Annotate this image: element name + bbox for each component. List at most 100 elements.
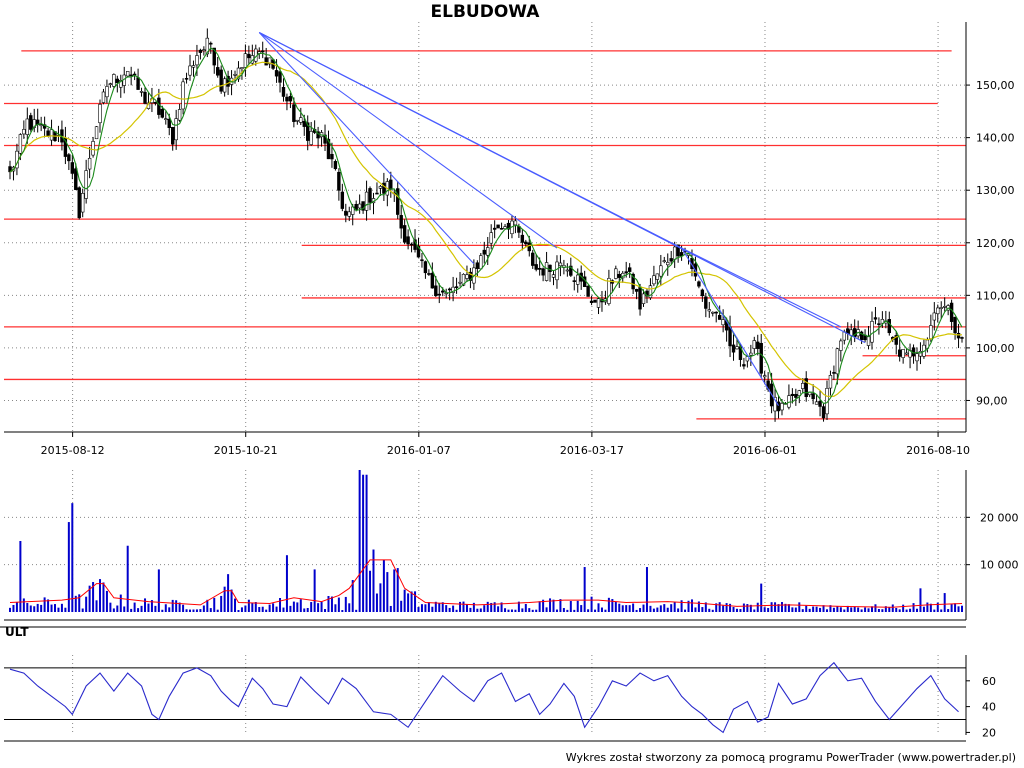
volume-bar: [126, 545, 129, 612]
candle: [666, 262, 670, 266]
volume-bar: [362, 474, 365, 612]
candle: [742, 364, 746, 367]
candle: [804, 378, 808, 397]
candle: [115, 78, 120, 83]
candle: [157, 97, 161, 115]
candle: [496, 224, 500, 229]
volume-bar: [922, 606, 925, 612]
candle: [184, 78, 189, 80]
trendline: [681, 247, 779, 407]
volume-bar: [912, 603, 915, 612]
volume-bar: [673, 602, 676, 612]
candle: [267, 57, 272, 65]
volume-bar: [33, 606, 36, 612]
y-tick-label: 110,00: [976, 289, 1015, 302]
candle: [191, 65, 196, 68]
candle: [929, 325, 933, 339]
volume-bar: [150, 600, 153, 612]
volume-bar: [961, 605, 963, 612]
candle: [731, 344, 736, 353]
volume-bar: [805, 605, 808, 612]
volume-bar: [562, 608, 565, 612]
candle: [721, 319, 725, 326]
volume-bar: [313, 569, 316, 612]
volume-bar: [223, 586, 226, 612]
candle: [330, 154, 334, 160]
volume-bar: [642, 604, 645, 612]
volume-bar: [774, 602, 777, 612]
volume-bar: [43, 597, 46, 612]
candle: [306, 122, 310, 141]
volume-bar: [26, 602, 29, 612]
volume-bar: [933, 609, 936, 612]
candle: [572, 280, 576, 282]
candle: [437, 293, 441, 296]
volume-bar: [209, 608, 212, 612]
volume-bar: [652, 608, 655, 612]
volume-bar: [161, 609, 164, 612]
volume-bar: [261, 606, 264, 612]
footer-credit: Wykres został stworzony za pomocą progra…: [565, 751, 1016, 764]
candle: [375, 192, 379, 195]
volume-bar: [521, 608, 524, 612]
volume-bar: [504, 608, 507, 612]
candle: [780, 403, 784, 411]
volume-bar: [528, 608, 531, 612]
volume-bar: [915, 608, 918, 612]
candle: [281, 86, 286, 97]
candle: [302, 121, 306, 127]
volume-bar: [282, 607, 285, 612]
volume-bar: [240, 607, 243, 612]
y-tick-label: 90,00: [976, 394, 1008, 407]
volume-bar: [296, 602, 299, 612]
volume-bar: [431, 606, 434, 612]
trendline: [258, 32, 475, 265]
candle: [655, 273, 660, 280]
volume-bar: [206, 599, 209, 612]
candle: [247, 53, 251, 59]
volume-bar: [663, 604, 666, 612]
volume-bar: [154, 605, 157, 612]
volume-bar: [767, 607, 770, 612]
volume-bar: [147, 603, 150, 612]
candle: [461, 273, 466, 286]
volume-bar: [846, 605, 849, 612]
volume-bar: [441, 602, 444, 612]
candle: [711, 311, 715, 314]
volume-bar: [697, 601, 700, 612]
y-tick-label: 60: [982, 675, 996, 688]
volume-bar: [711, 609, 714, 612]
candle: [492, 227, 497, 230]
candle: [520, 234, 525, 243]
candle: [167, 118, 171, 129]
volume-bar: [417, 607, 420, 612]
candle: [759, 342, 763, 374]
volume-bar: [940, 609, 943, 612]
volume-bar: [694, 607, 697, 612]
candle: [704, 296, 708, 309]
volume-bar: [324, 609, 327, 612]
volume-bar: [857, 607, 860, 612]
volume-bar: [666, 607, 669, 612]
volume-bar: [704, 602, 707, 612]
candle: [264, 57, 268, 66]
volume-bar: [718, 602, 721, 612]
candle: [344, 210, 348, 216]
volume-bar: [635, 609, 638, 612]
volume-bar: [389, 605, 392, 612]
candle: [423, 261, 428, 274]
candle: [274, 70, 279, 77]
volume-bar: [102, 582, 105, 612]
volume-bar: [701, 607, 704, 612]
candle: [624, 271, 628, 274]
candle: [129, 74, 133, 77]
candle: [382, 182, 386, 194]
candle: [299, 117, 303, 123]
candle: [499, 228, 504, 230]
volume-bar: [133, 602, 136, 612]
candle: [402, 225, 407, 243]
candle: [465, 274, 469, 279]
volume-bar: [268, 604, 271, 612]
volume-bar: [254, 602, 257, 612]
candle: [105, 86, 109, 98]
